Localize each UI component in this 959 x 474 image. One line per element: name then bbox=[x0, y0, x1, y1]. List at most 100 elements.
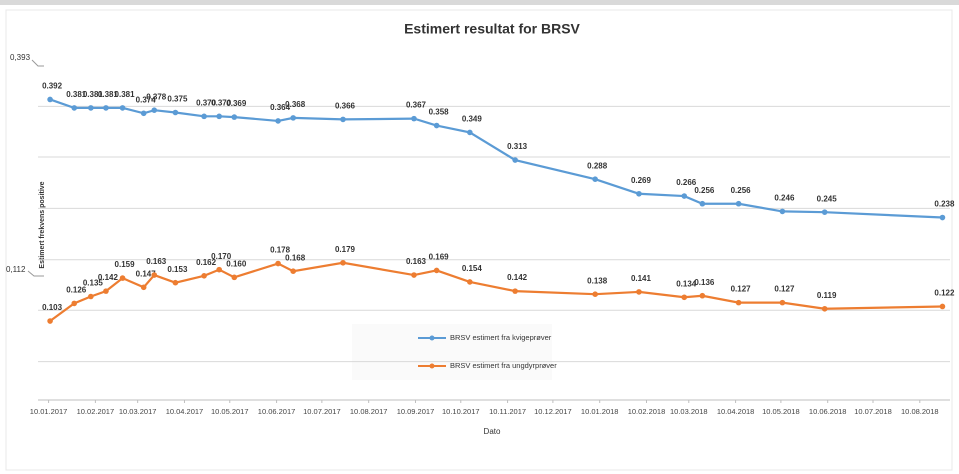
data-point bbox=[821, 209, 828, 215]
x-tick-label: 10.03.2017 bbox=[119, 407, 157, 416]
data-point bbox=[71, 105, 78, 111]
annotation-leader bbox=[27, 270, 44, 277]
data-label: 0.392 bbox=[42, 82, 63, 91]
data-label: 0.378 bbox=[146, 92, 167, 101]
legend-label: BRSV estimert fra ungdyrprøver bbox=[450, 361, 557, 370]
data-point bbox=[592, 176, 598, 182]
x-tick-label: 10.07.2017 bbox=[303, 407, 341, 416]
data-label: 0.142 bbox=[507, 273, 528, 282]
data-label: 0.162 bbox=[196, 258, 217, 267]
legend-label: BRSV estimert fra kvigeprøver bbox=[450, 333, 552, 342]
data-point bbox=[71, 300, 78, 307]
x-tick-label: 10.01.2018 bbox=[581, 407, 619, 416]
data-point bbox=[216, 113, 222, 120]
data-label: 0.381 bbox=[115, 90, 136, 99]
x-tick-label: 10.04.2017 bbox=[166, 407, 204, 416]
data-label: 0.168 bbox=[285, 253, 306, 262]
x-axis-label: Dato bbox=[484, 427, 501, 436]
x-tick-label: 10.11.2017 bbox=[489, 407, 526, 416]
data-point bbox=[88, 293, 94, 300]
x-tick-label: 10.05.2018 bbox=[762, 407, 800, 416]
legend-box bbox=[352, 324, 552, 380]
data-point bbox=[151, 272, 158, 278]
annotation: 0,112 bbox=[6, 265, 26, 274]
data-label: 0.358 bbox=[429, 108, 450, 117]
x-tick-label: 10.07.2018 bbox=[854, 407, 892, 416]
x-tick-label: 10.06.2017 bbox=[258, 407, 296, 416]
data-point bbox=[681, 294, 688, 301]
data-label: 0.366 bbox=[335, 102, 356, 111]
data-label: 0.178 bbox=[270, 246, 291, 255]
legend-marker bbox=[429, 363, 435, 369]
data-label: 0.127 bbox=[731, 285, 752, 294]
data-label: 0.147 bbox=[136, 269, 157, 278]
data-label: 0.381 bbox=[66, 90, 87, 99]
data-point bbox=[231, 114, 238, 120]
data-point bbox=[290, 268, 296, 275]
data-point bbox=[290, 115, 296, 121]
data-label: 0.369 bbox=[226, 99, 247, 108]
data-point bbox=[140, 284, 147, 291]
data-point bbox=[140, 110, 147, 117]
data-point bbox=[433, 267, 440, 274]
data-point bbox=[216, 266, 222, 273]
x-tick-label: 10.03.2018 bbox=[670, 407, 708, 416]
data-label: 0.103 bbox=[42, 303, 63, 312]
chart-title: Estimert resultat for BRSV bbox=[404, 21, 580, 37]
annotation: 0,393 bbox=[10, 53, 31, 62]
data-label: 0.179 bbox=[335, 245, 356, 254]
data-label: 0.126 bbox=[66, 286, 87, 295]
data-label: 0.134 bbox=[676, 279, 697, 288]
data-point bbox=[681, 193, 688, 199]
data-label: 0.138 bbox=[587, 276, 608, 285]
data-label: 0.367 bbox=[406, 101, 427, 110]
data-point bbox=[592, 291, 598, 298]
data-point bbox=[47, 96, 53, 103]
data-point bbox=[735, 299, 742, 306]
data-label: 0.141 bbox=[631, 274, 652, 283]
data-label: 0.256 bbox=[694, 186, 715, 195]
data-point bbox=[340, 259, 346, 266]
data-point bbox=[735, 200, 742, 207]
data-point bbox=[172, 109, 179, 116]
data-point bbox=[119, 105, 126, 111]
data-label: 0.245 bbox=[817, 194, 838, 203]
data-label: 0.159 bbox=[115, 260, 136, 269]
data-label: 0.288 bbox=[587, 161, 608, 170]
x-tick-label: 10.10.2017 bbox=[442, 407, 480, 416]
data-label: 0.374 bbox=[136, 95, 157, 104]
data-point bbox=[433, 122, 440, 129]
data-label: 0.153 bbox=[167, 265, 188, 274]
top-border bbox=[0, 0, 959, 5]
series-line bbox=[49, 98, 943, 219]
data-point bbox=[699, 292, 706, 299]
data-label: 0.122 bbox=[934, 289, 955, 298]
y-axis-label: Estimert frekvens positive bbox=[39, 181, 46, 268]
series-line bbox=[49, 261, 943, 322]
x-tick-label: 10.02.2017 bbox=[77, 407, 115, 416]
data-point bbox=[231, 274, 238, 281]
x-tick-label: 10.09.2017 bbox=[397, 407, 435, 416]
data-label: 0.154 bbox=[462, 264, 483, 273]
data-point bbox=[88, 105, 94, 111]
data-label: 0.246 bbox=[774, 194, 795, 203]
data-label: 0.142 bbox=[98, 273, 119, 282]
data-point bbox=[47, 318, 53, 324]
data-label: 0.170 bbox=[211, 252, 232, 261]
data-point bbox=[467, 279, 473, 285]
data-label: 0.313 bbox=[507, 142, 528, 151]
data-label: 0.266 bbox=[676, 178, 697, 187]
x-tick-label: 10.04.2018 bbox=[717, 407, 755, 416]
data-point bbox=[512, 157, 518, 163]
data-label: 0.163 bbox=[146, 257, 167, 266]
data-label: 0.256 bbox=[731, 186, 752, 195]
data-label: 0.364 bbox=[270, 103, 291, 112]
data-point bbox=[411, 115, 417, 122]
chart-frame bbox=[5, 9, 953, 471]
data-point bbox=[779, 299, 786, 306]
x-tick-label: 10.06.2018 bbox=[809, 407, 847, 416]
x-tick-label: 10.12.2017 bbox=[534, 407, 572, 416]
data-point bbox=[151, 107, 158, 113]
